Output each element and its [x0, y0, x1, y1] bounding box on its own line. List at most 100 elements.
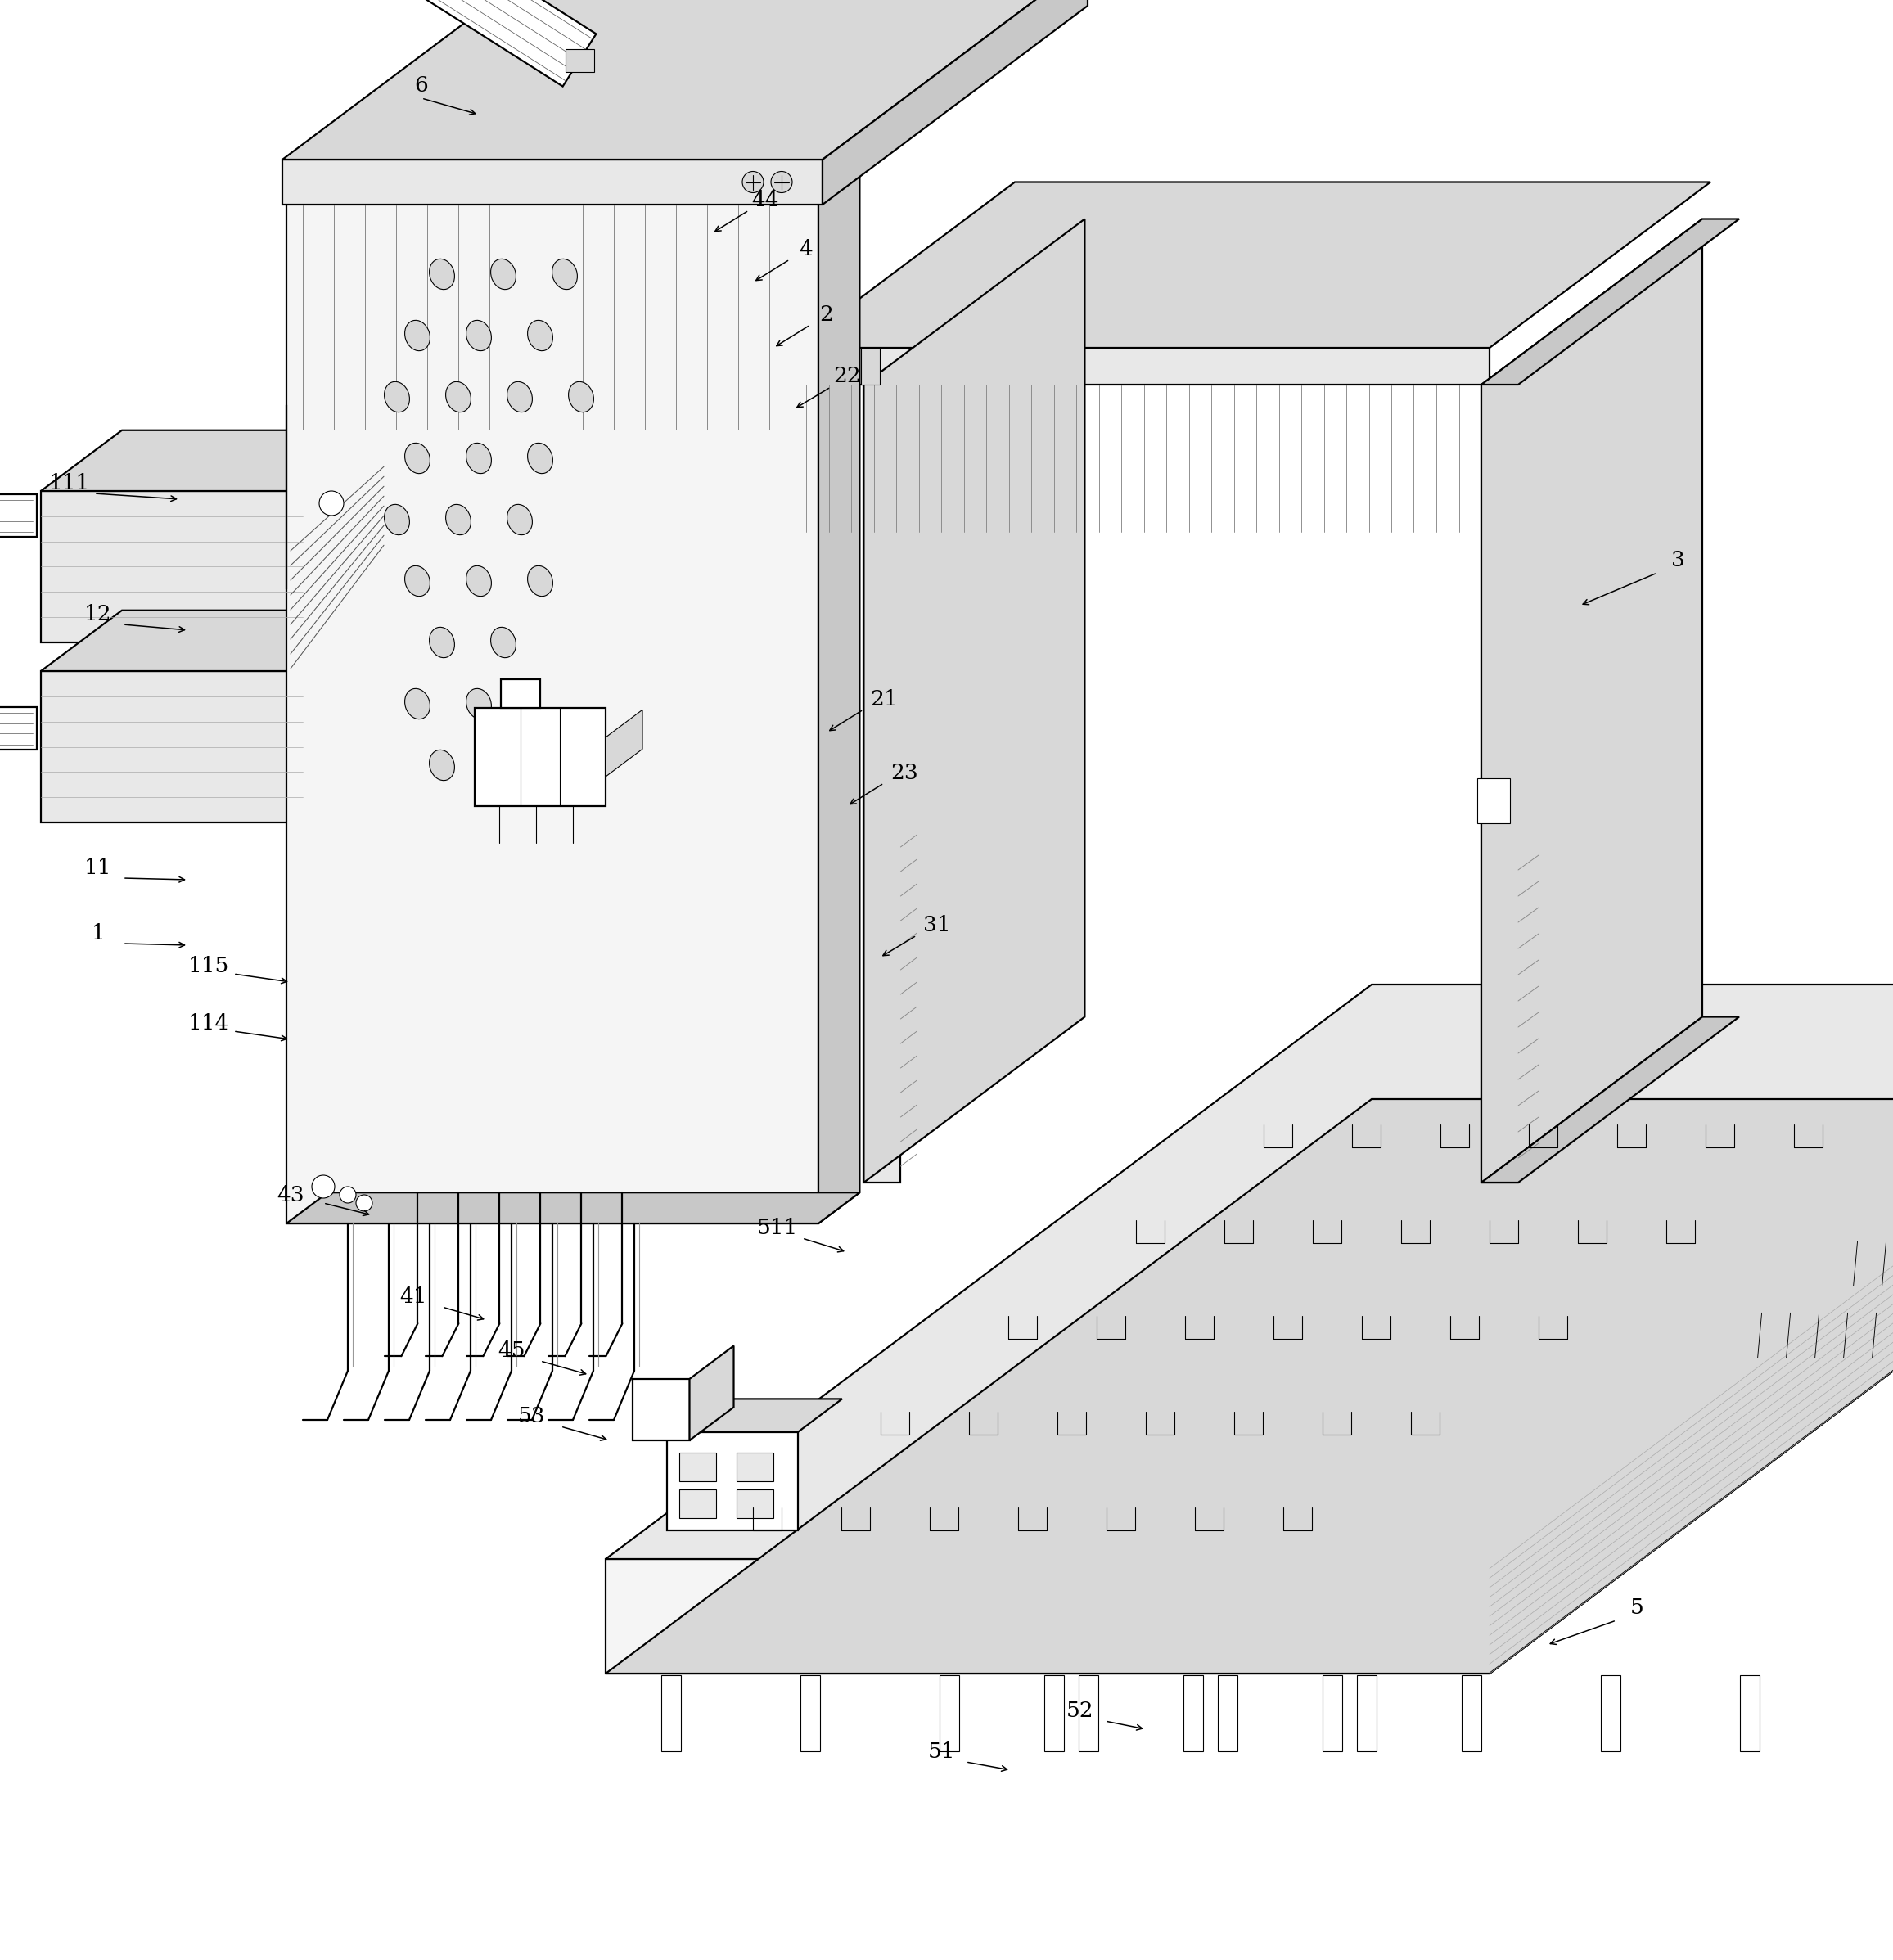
Ellipse shape: [568, 382, 594, 412]
Polygon shape: [632, 1380, 689, 1441]
Polygon shape: [823, 0, 1088, 204]
Polygon shape: [1482, 220, 1702, 1182]
Text: 21: 21: [871, 690, 897, 710]
Polygon shape: [42, 431, 384, 492]
Polygon shape: [939, 1676, 960, 1752]
Text: 31: 31: [924, 915, 950, 935]
Polygon shape: [475, 708, 606, 806]
Polygon shape: [736, 1452, 774, 1482]
Polygon shape: [863, 384, 901, 1182]
Text: 6: 6: [415, 76, 428, 96]
Text: 43: 43: [276, 1184, 305, 1205]
Polygon shape: [286, 200, 818, 1223]
Text: 12: 12: [85, 604, 112, 623]
Ellipse shape: [445, 504, 471, 535]
Polygon shape: [0, 494, 36, 537]
Polygon shape: [661, 1676, 681, 1752]
Ellipse shape: [466, 566, 492, 596]
Polygon shape: [1217, 1676, 1238, 1752]
Polygon shape: [606, 1100, 1893, 1674]
Ellipse shape: [490, 627, 517, 659]
Polygon shape: [1482, 220, 1740, 384]
Polygon shape: [1482, 384, 1518, 1182]
Ellipse shape: [466, 443, 492, 474]
Polygon shape: [1740, 1676, 1760, 1752]
Polygon shape: [303, 431, 384, 643]
Ellipse shape: [430, 751, 454, 780]
Text: 511: 511: [757, 1217, 799, 1239]
Ellipse shape: [430, 627, 454, 659]
Ellipse shape: [405, 566, 430, 596]
Circle shape: [356, 1196, 373, 1211]
Text: 4: 4: [799, 239, 812, 261]
Polygon shape: [1477, 778, 1511, 823]
Circle shape: [742, 171, 763, 192]
Polygon shape: [42, 492, 303, 643]
Polygon shape: [42, 670, 303, 823]
Circle shape: [312, 1176, 335, 1198]
Polygon shape: [861, 347, 880, 384]
Polygon shape: [680, 1490, 716, 1517]
Polygon shape: [689, 1347, 734, 1441]
Polygon shape: [566, 49, 594, 73]
Polygon shape: [666, 1399, 842, 1433]
Text: 2: 2: [820, 306, 833, 325]
Polygon shape: [1045, 1676, 1064, 1752]
Text: 115: 115: [187, 955, 229, 976]
Polygon shape: [606, 984, 1893, 1558]
Polygon shape: [1079, 1676, 1098, 1752]
Ellipse shape: [405, 443, 430, 474]
Text: 3: 3: [1672, 551, 1685, 570]
Ellipse shape: [384, 504, 409, 535]
Text: 22: 22: [833, 367, 861, 386]
Polygon shape: [606, 710, 642, 776]
Polygon shape: [0, 708, 36, 749]
Ellipse shape: [507, 382, 532, 412]
Text: 1: 1: [91, 923, 106, 943]
Polygon shape: [793, 182, 1711, 347]
Text: 44: 44: [752, 190, 778, 212]
Text: 114: 114: [187, 1013, 229, 1033]
Text: 41: 41: [399, 1288, 428, 1307]
Polygon shape: [1461, 1676, 1482, 1752]
Ellipse shape: [466, 688, 492, 719]
Polygon shape: [606, 1558, 1490, 1674]
Ellipse shape: [528, 566, 553, 596]
Ellipse shape: [430, 259, 454, 290]
Polygon shape: [282, 0, 1088, 159]
Text: 45: 45: [498, 1341, 524, 1360]
Ellipse shape: [405, 688, 430, 719]
Circle shape: [770, 171, 793, 192]
Polygon shape: [1357, 1676, 1376, 1752]
Polygon shape: [42, 610, 384, 670]
Polygon shape: [382, 0, 596, 86]
Polygon shape: [818, 171, 859, 1223]
Polygon shape: [1323, 1676, 1342, 1752]
Polygon shape: [282, 159, 823, 204]
Polygon shape: [793, 347, 1490, 384]
Text: 111: 111: [49, 472, 91, 494]
Polygon shape: [1482, 1017, 1740, 1182]
Polygon shape: [286, 1192, 859, 1223]
Polygon shape: [666, 1433, 797, 1531]
Text: 5: 5: [1630, 1597, 1643, 1619]
Ellipse shape: [528, 319, 553, 351]
Polygon shape: [1490, 984, 1893, 1674]
Polygon shape: [736, 1490, 774, 1517]
Circle shape: [339, 1186, 356, 1203]
Text: 51: 51: [928, 1740, 954, 1762]
Text: 23: 23: [890, 762, 918, 784]
Ellipse shape: [528, 443, 553, 474]
Ellipse shape: [466, 319, 492, 351]
Polygon shape: [1601, 1676, 1620, 1752]
Polygon shape: [303, 610, 384, 823]
Text: 52: 52: [1066, 1699, 1094, 1721]
Polygon shape: [1183, 1676, 1204, 1752]
Polygon shape: [502, 680, 540, 708]
Ellipse shape: [490, 259, 517, 290]
Ellipse shape: [507, 504, 532, 535]
Polygon shape: [680, 1452, 716, 1482]
Ellipse shape: [384, 382, 409, 412]
Ellipse shape: [405, 319, 430, 351]
Ellipse shape: [445, 382, 471, 412]
